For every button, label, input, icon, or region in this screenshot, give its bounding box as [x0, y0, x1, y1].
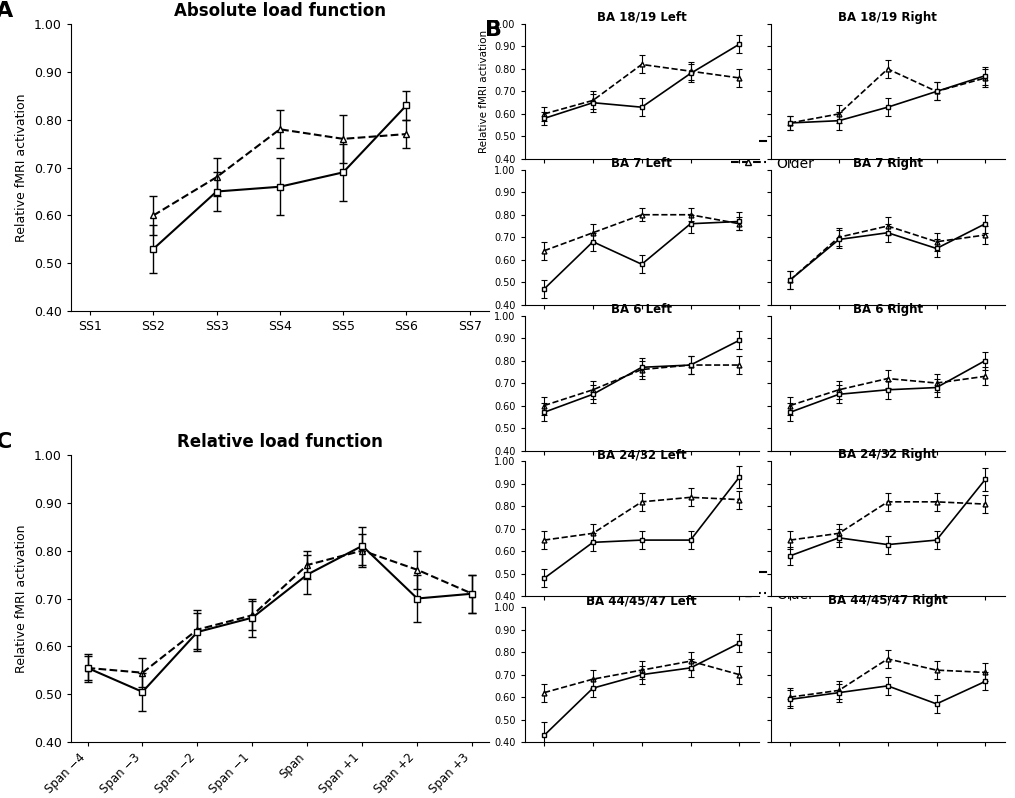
Title: BA 6 Left: BA 6 Left	[611, 302, 672, 315]
Title: BA 6 Right: BA 6 Right	[853, 302, 923, 315]
Y-axis label: Relative fMRI activation: Relative fMRI activation	[478, 30, 488, 153]
Title: BA 7 Right: BA 7 Right	[853, 156, 923, 170]
Text: B: B	[485, 20, 502, 40]
Y-axis label: Relative fMRI activation: Relative fMRI activation	[15, 524, 28, 673]
Title: BA 24/32 Left: BA 24/32 Left	[597, 448, 686, 461]
Text: C: C	[0, 432, 12, 452]
Title: BA 18/19 Left: BA 18/19 Left	[597, 11, 686, 24]
Text: A: A	[0, 1, 13, 21]
Title: BA 18/19 Right: BA 18/19 Right	[838, 11, 937, 24]
Title: BA 44/45/47 Left: BA 44/45/47 Left	[587, 595, 697, 607]
Legend: Younger, Older: Younger, Older	[726, 130, 837, 176]
Title: Relative load function: Relative load function	[177, 433, 383, 451]
Title: Absolute load function: Absolute load function	[174, 2, 386, 20]
Title: BA 44/45/47 Right: BA 44/45/47 Right	[828, 595, 948, 607]
Title: BA 24/32 Right: BA 24/32 Right	[838, 448, 937, 461]
Title: BA 7 Left: BA 7 Left	[611, 156, 672, 170]
Legend: Younger, Older: Younger, Older	[726, 561, 837, 607]
Y-axis label: Relative fMRI activation: Relative fMRI activation	[15, 93, 28, 242]
